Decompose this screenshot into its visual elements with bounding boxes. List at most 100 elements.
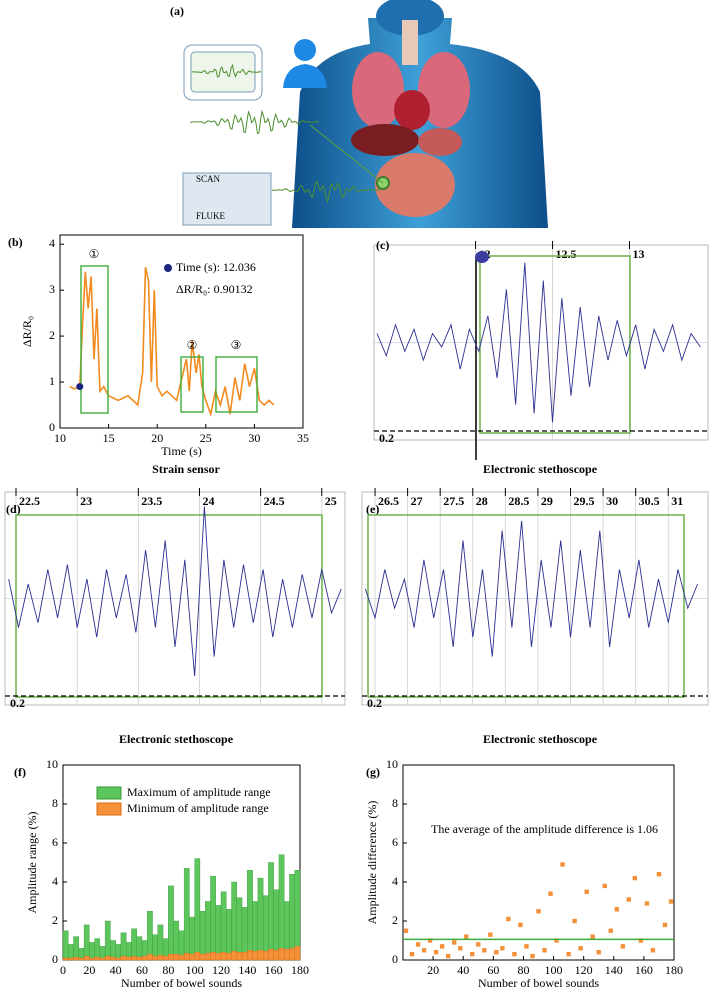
bar <box>289 874 295 961</box>
x-tick-label: 27.5 <box>443 494 464 508</box>
bar <box>220 891 227 961</box>
bar <box>68 957 74 961</box>
panel-label: (f) <box>14 765 26 779</box>
illustration: (a) SCAN FLUKE <box>170 0 548 228</box>
bar <box>131 928 137 961</box>
point <box>644 901 650 906</box>
bar <box>73 936 79 961</box>
y-tick-label: 0 <box>49 420 55 434</box>
series-line <box>8 506 342 677</box>
x-tick-label: 80 <box>162 963 174 977</box>
bar <box>83 955 90 961</box>
threshold-label: 0.2 <box>367 696 382 710</box>
bar <box>152 955 159 961</box>
point <box>650 948 656 953</box>
point <box>451 940 457 945</box>
cursor-knob <box>475 251 489 263</box>
y-tick-label: 0 <box>392 952 398 966</box>
region-label: ① <box>89 247 100 261</box>
bar <box>215 905 222 961</box>
panel-label: (e) <box>366 502 379 516</box>
point <box>662 922 668 928</box>
bar <box>168 953 174 961</box>
bar <box>210 875 216 961</box>
point <box>584 889 589 894</box>
x-tick-label: 12.5 <box>556 247 577 261</box>
bar <box>89 942 95 961</box>
highlight-point <box>76 383 84 391</box>
x-axis-label: Number of bowel sounds <box>121 976 242 990</box>
annotation: The average of the amplitude difference … <box>431 822 658 836</box>
point <box>506 916 511 922</box>
bar <box>226 952 232 961</box>
x-tick-label: 60 <box>136 963 148 977</box>
device <box>182 172 272 226</box>
caption: Electronic stethoscope <box>119 732 234 746</box>
x-tick-label: 29.5 <box>574 494 595 508</box>
bar <box>231 881 238 961</box>
bar <box>294 946 301 961</box>
bar <box>157 924 164 961</box>
x-tick-label: 10 <box>54 431 66 445</box>
legend-swatch <box>96 786 122 800</box>
point <box>494 950 499 955</box>
chart-bar: 0 20 40 60 80 100 120 140 160 180 0 2 4 6 8 10 (f) Number… <box>14 757 309 990</box>
doctor-head <box>294 39 316 61</box>
point <box>421 948 427 953</box>
y-tick-label: 2 <box>392 913 398 927</box>
bar <box>110 956 116 961</box>
bar <box>247 950 253 961</box>
point <box>614 907 619 912</box>
annotation-dot <box>164 264 172 272</box>
point <box>524 944 529 949</box>
panel-label: (g) <box>366 765 380 779</box>
point <box>464 934 469 939</box>
point <box>656 872 662 877</box>
region-label: ③ <box>231 338 242 352</box>
intestines <box>375 153 455 217</box>
x-tick-label: 27 <box>411 494 423 508</box>
point <box>566 951 571 957</box>
y-tick-label: 10 <box>46 757 58 771</box>
x-tick-label: 35 <box>297 431 309 445</box>
region-box <box>180 356 204 413</box>
bar <box>210 952 216 961</box>
x-tick-label: 60 <box>487 963 499 977</box>
bar <box>204 952 211 961</box>
bar <box>115 957 122 961</box>
bar <box>94 938 101 961</box>
bar <box>73 956 79 961</box>
x-tick-label: 30.5 <box>639 494 660 508</box>
heart <box>394 90 430 130</box>
x-tick-label: 28.5 <box>508 494 529 508</box>
point <box>602 883 607 889</box>
bar <box>68 944 74 961</box>
y-tick-label: 4 <box>52 874 58 888</box>
panel-label: (a) <box>170 4 184 18</box>
lung <box>352 52 404 128</box>
point <box>403 928 409 933</box>
point <box>427 938 433 943</box>
x-tick-label: 180 <box>665 963 683 977</box>
y-tick-label: 6 <box>392 835 398 849</box>
trachea <box>402 20 418 65</box>
selection-box <box>367 514 685 698</box>
point <box>638 938 644 943</box>
x-tick-label: 20 <box>83 963 95 977</box>
sensor-link <box>309 124 384 184</box>
bar <box>104 920 111 961</box>
bar <box>247 870 253 961</box>
chart-line: 22.5 23 23.5 24 24.5 25 (d) Electronic stethosc… <box>4 488 346 746</box>
bar <box>115 944 122 961</box>
bar <box>194 952 201 961</box>
x-tick-label: 160 <box>265 963 283 977</box>
caption: Strain sensor <box>152 462 220 476</box>
x-tick-label: 24.5 <box>264 494 285 508</box>
bar <box>236 897 243 961</box>
point <box>626 897 632 902</box>
x-axis-label: Time (s) <box>161 444 202 458</box>
x-tick-label: 30 <box>606 494 618 508</box>
caption: Electronic stethoscope <box>483 732 598 746</box>
x-tick-label: 23 <box>80 494 92 508</box>
